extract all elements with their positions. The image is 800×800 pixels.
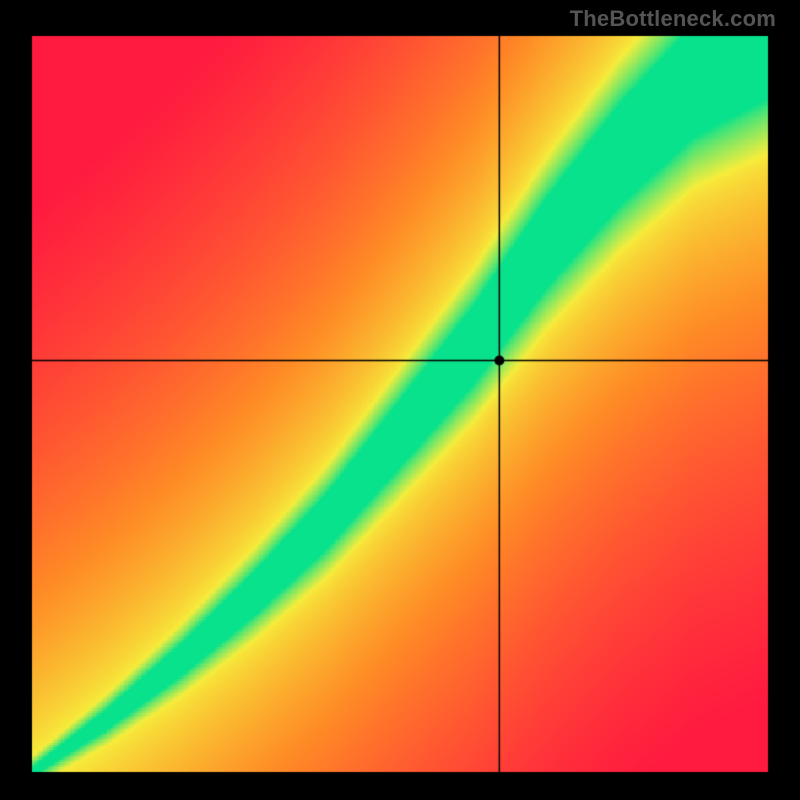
watermark-text: TheBottleneck.com [570,6,776,32]
bottleneck-heatmap [0,0,800,800]
